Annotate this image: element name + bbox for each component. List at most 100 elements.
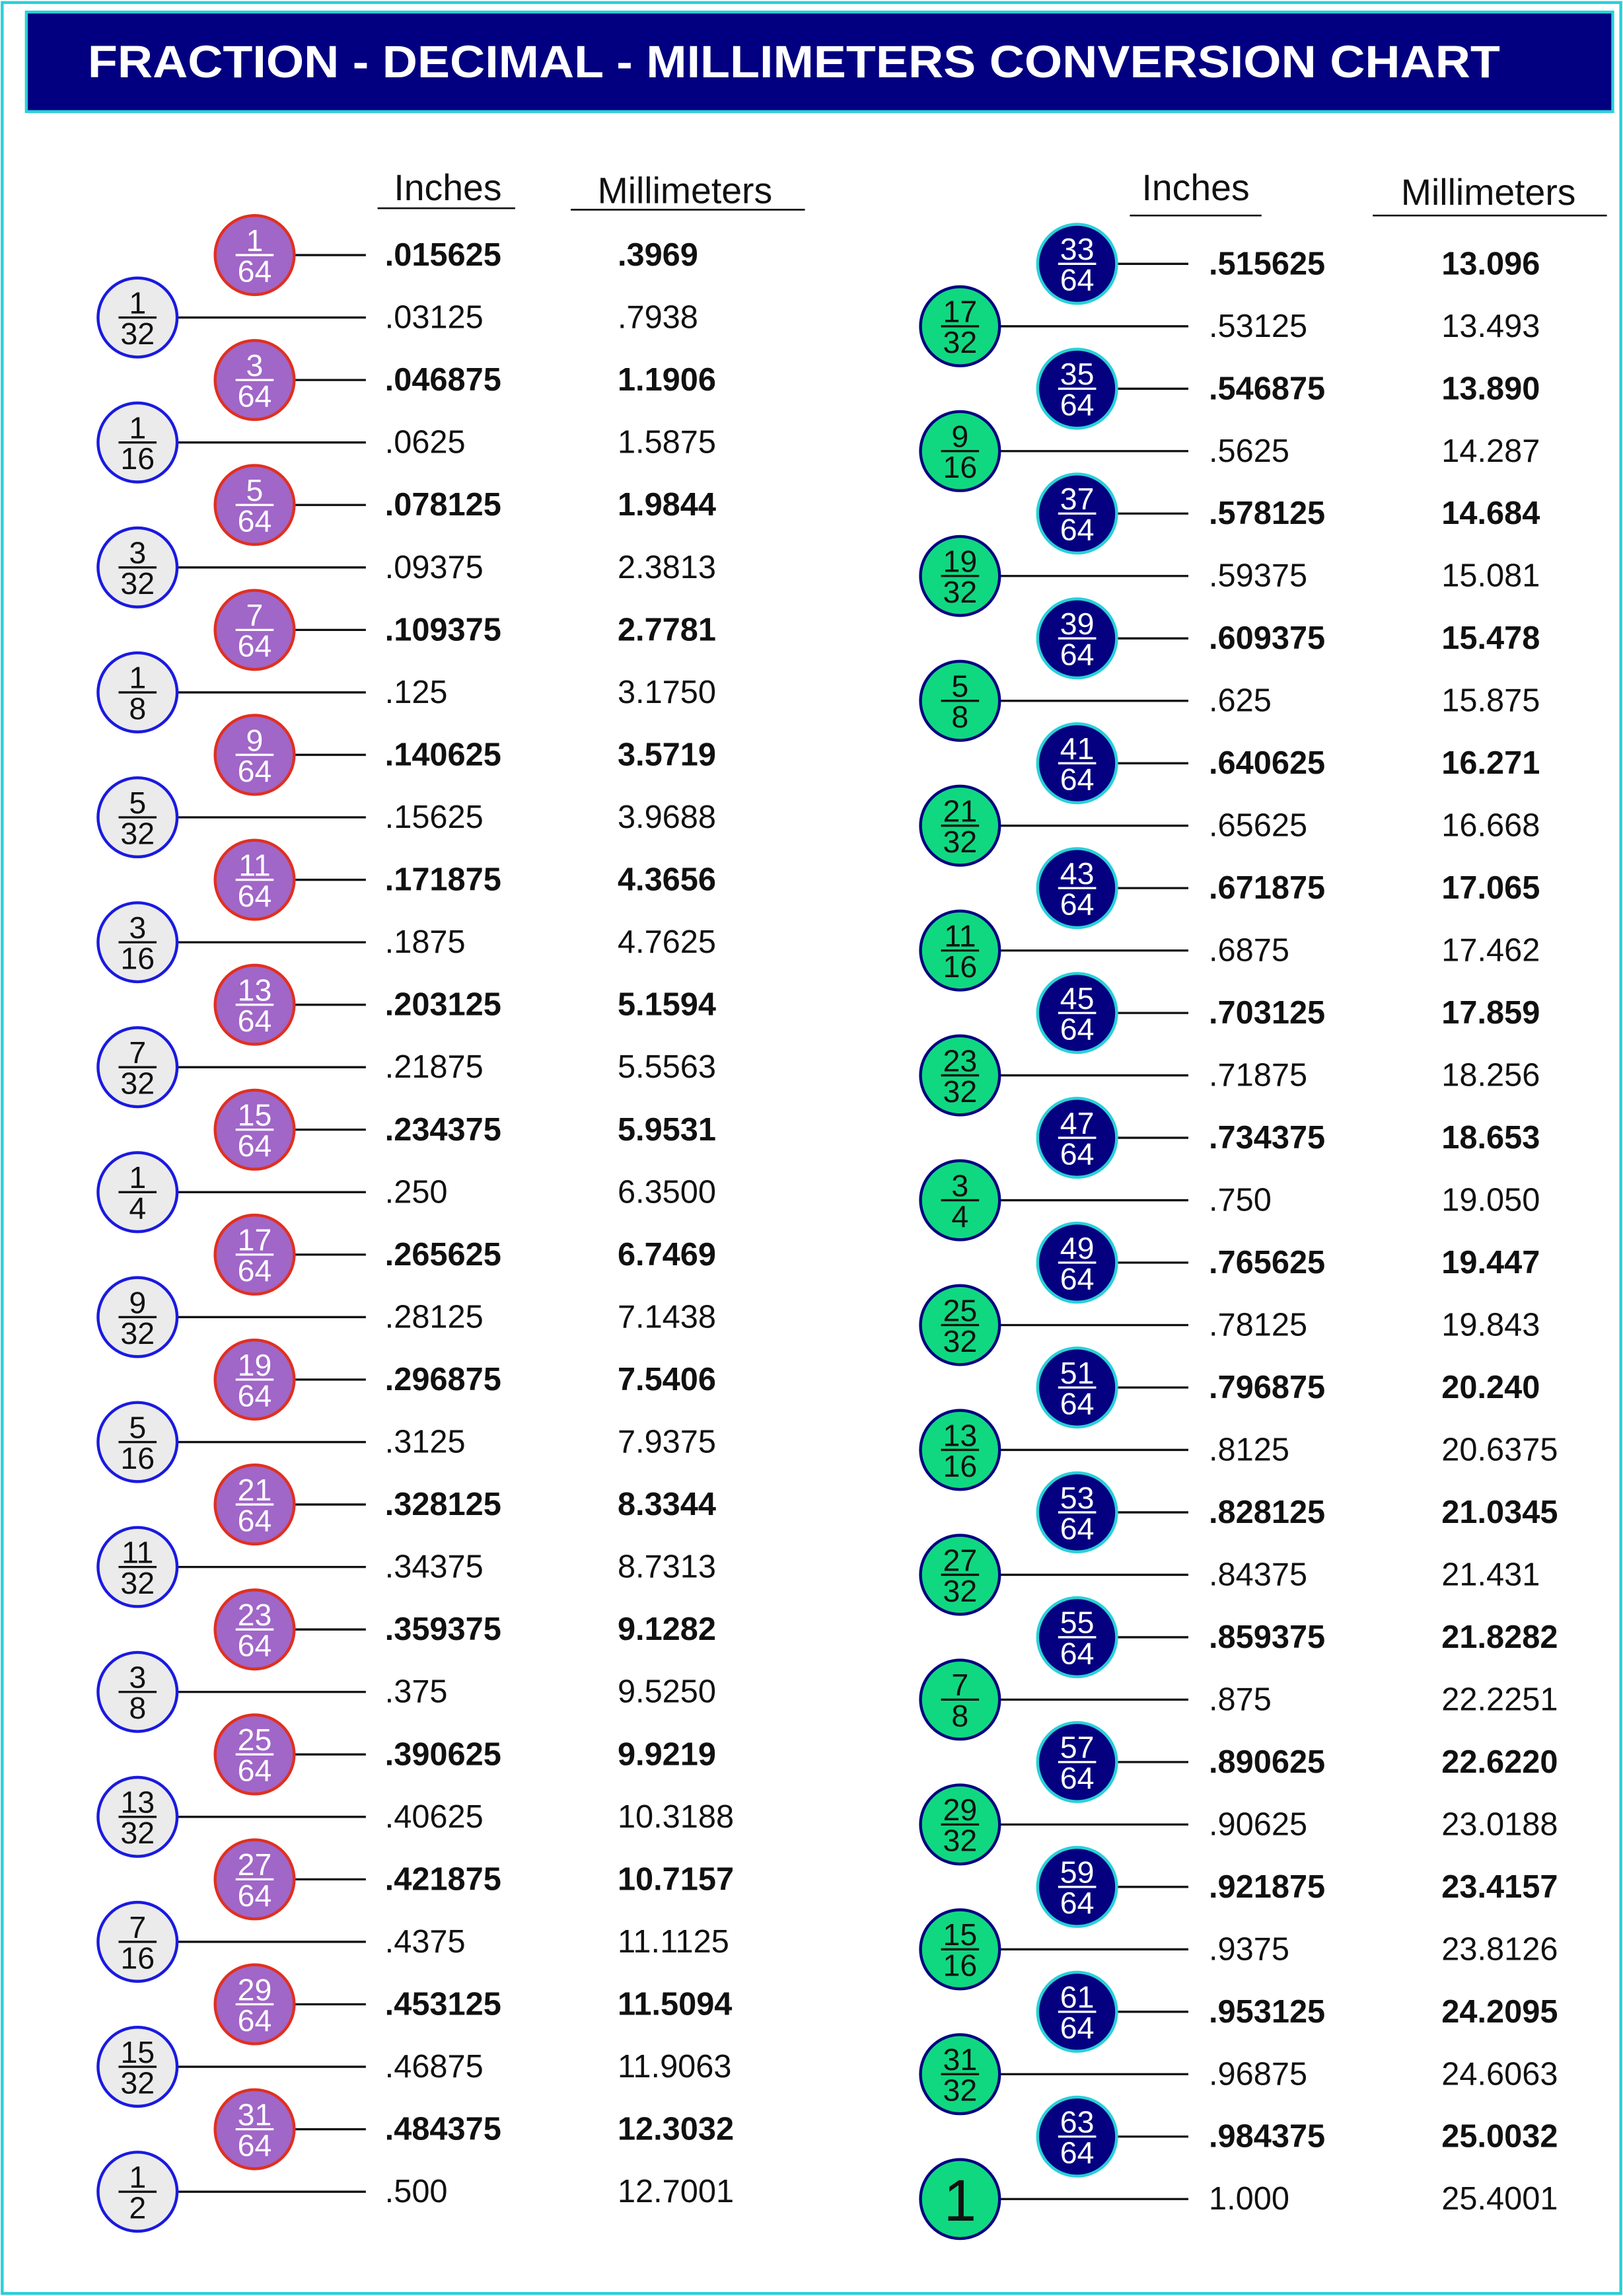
numerator: 51: [1060, 1356, 1095, 1390]
mm-value: 15.478: [1441, 620, 1540, 656]
denominator: 64: [1060, 1636, 1095, 1670]
numerator: 3: [129, 536, 146, 570]
numerator: 19: [238, 1348, 272, 1382]
denominator: 64: [238, 2003, 272, 2038]
numerator: 31: [238, 2097, 272, 2131]
mm-value: 19.050: [1441, 1183, 1540, 1218]
denominator: 8: [129, 1691, 146, 1725]
denominator: 64: [1060, 1386, 1095, 1421]
mm-value: 1.9844: [618, 487, 716, 523]
mm-value: 21.431: [1441, 1557, 1540, 1592]
mm-value: 19.447: [1441, 1245, 1540, 1280]
inches-value: .828125: [1209, 1495, 1325, 1530]
numerator: 3: [129, 910, 146, 945]
numerator: 1: [129, 1160, 146, 1195]
denominator: 32: [120, 2065, 155, 2100]
inches-value: .078125: [385, 487, 501, 523]
inches-value: .53125: [1209, 309, 1307, 344]
denominator: 64: [238, 379, 272, 414]
mm-value: 15.081: [1441, 558, 1540, 594]
denominator: 32: [943, 1074, 977, 1109]
mm-value: 3.5719: [618, 737, 716, 772]
inches-value: .34375: [385, 1549, 484, 1585]
numerator: 47: [1060, 1106, 1095, 1140]
inches-value: .265625: [385, 1237, 501, 1273]
mm-value: 4.7625: [618, 924, 716, 960]
denominator: 32: [120, 816, 155, 850]
denominator: 32: [943, 325, 977, 359]
numerator: 15: [238, 1098, 272, 1132]
column-header: Millimeters: [1401, 172, 1576, 213]
mm-value: 22.6220: [1441, 1744, 1558, 1780]
numerator: 59: [1060, 1855, 1095, 1890]
numerator: 11: [122, 1535, 153, 1569]
mm-value: 15.875: [1441, 683, 1540, 719]
numerator: 5: [951, 669, 968, 704]
denominator: 64: [1060, 638, 1095, 672]
numerator: 29: [943, 1793, 977, 1827]
inches-value: .96875: [1209, 2056, 1307, 2092]
inches-value: .46875: [385, 2049, 484, 2085]
denominator: 64: [1060, 1761, 1095, 1795]
mm-value: 9.9219: [618, 1736, 716, 1772]
numerator: 35: [1060, 357, 1095, 391]
numerator: 1: [129, 411, 146, 445]
mm-value: 17.462: [1441, 933, 1540, 969]
denominator: 64: [238, 1878, 272, 1913]
mm-value: 10.3188: [618, 1799, 734, 1835]
mm-value: 11.1125: [618, 1924, 729, 1960]
mm-value: 2.3813: [618, 550, 716, 585]
denominator: 64: [1060, 263, 1095, 297]
inches-value: .765625: [1209, 1245, 1325, 1280]
inches-value: .921875: [1209, 1869, 1325, 1905]
denominator: 64: [238, 1629, 272, 1663]
column-header: Inches: [394, 167, 501, 208]
inches-value: .84375: [1209, 1557, 1307, 1592]
denominator: 4: [129, 1191, 146, 1226]
inches-value: .375: [385, 1674, 448, 1710]
mm-value: 17.065: [1441, 870, 1540, 906]
numerator: 45: [1060, 981, 1095, 1016]
numerator: 1: [129, 661, 146, 695]
mm-value: 22.2251: [1441, 1682, 1558, 1717]
inches-value: .953125: [1209, 1994, 1325, 2030]
mm-value: 7.5406: [618, 1362, 716, 1397]
mm-value: 13.096: [1441, 246, 1540, 281]
fraction-badge: [919, 2158, 1001, 2240]
numerator: 7: [129, 1035, 146, 1070]
mm-value: .7938: [618, 300, 698, 336]
numerator: 7: [246, 598, 264, 632]
inches-value: .171875: [385, 862, 501, 898]
denominator: 64: [1060, 887, 1095, 922]
denominator: 32: [120, 1816, 155, 1850]
inches-value: .4375: [385, 1924, 466, 1960]
mm-value: 24.6063: [1441, 2056, 1558, 2092]
mm-value: 1.1906: [618, 362, 716, 398]
denominator: 64: [238, 629, 272, 663]
numerator: 5: [129, 786, 146, 820]
inches-value: .640625: [1209, 745, 1325, 781]
mm-value: 3.9688: [618, 799, 716, 835]
numerator: 15: [120, 2035, 155, 2069]
numerator: 1: [129, 285, 146, 320]
numerator: 3: [951, 1168, 968, 1203]
inches-value: .0625: [385, 425, 466, 461]
numerator: 9: [246, 723, 264, 757]
inches-value: .328125: [385, 1487, 501, 1522]
numerator: 5: [246, 473, 264, 507]
denominator: 32: [943, 825, 977, 859]
numerator: 23: [943, 1043, 977, 1078]
numerator: 5: [129, 1410, 146, 1444]
denominator: 64: [1060, 1261, 1095, 1296]
denominator: 32: [943, 1574, 977, 1608]
mm-value: 10.7157: [618, 1861, 734, 1897]
inches-value: .625: [1209, 683, 1272, 719]
mm-value: 5.9531: [618, 1112, 716, 1148]
denominator: 8: [951, 1699, 968, 1733]
numerator: 17: [238, 1223, 272, 1257]
numerator: 9: [129, 1285, 146, 1319]
numerator: 37: [1060, 482, 1095, 516]
mm-value: 18.653: [1441, 1120, 1540, 1156]
mm-value: 12.3032: [618, 2112, 734, 2147]
